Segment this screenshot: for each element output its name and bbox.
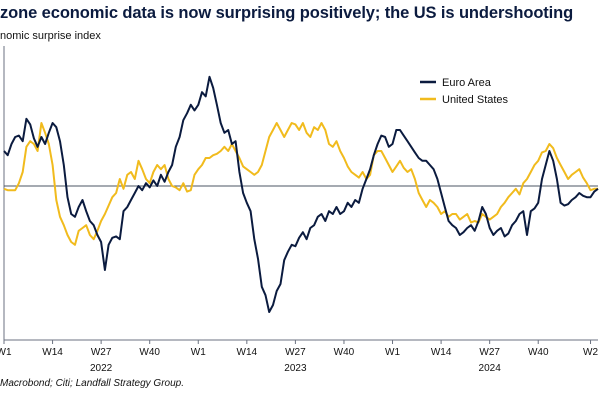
x-tick-label: W2 [583,347,598,358]
x-tick-label: W27 [285,347,306,358]
x-tick-label: W40 [334,347,355,358]
legend-label: United States [442,94,509,106]
x-tick-label: W27 [91,347,112,358]
legend: Euro Area United States [420,77,509,106]
x-tick-label: W14 [42,347,63,358]
x-tick-label: W1 [191,347,206,358]
x-tick-label: W14 [237,347,258,358]
x-tick-label: W40 [139,347,160,358]
series-line-united-states [3,122,598,246]
x-tick-label: W27 [479,347,500,358]
axis-layer: W1 W14 W27 W40 W1 W14 W27 W40 W1 W14 W27 W40 W2 2022 2… [0,46,598,374]
x-year-label: 2023 [284,363,307,374]
x-tick-label: W14 [431,347,452,358]
x-tick-label: W40 [528,347,549,358]
chart-title: zone economic data is now surprising pos… [0,4,574,22]
x-tick-label: W1 [385,347,400,358]
chart-subtitle: nomic surprise index [0,30,101,42]
legend-label: Euro Area [442,77,492,89]
series-line-euro-area [3,75,599,313]
x-year-label: 2024 [479,363,502,374]
x-tick-label: W1 [0,347,12,358]
series-layer [3,75,599,313]
source-note: Macrobond; Citi; Landfall Strategy Group… [0,378,184,389]
x-year-label: 2022 [90,363,113,374]
